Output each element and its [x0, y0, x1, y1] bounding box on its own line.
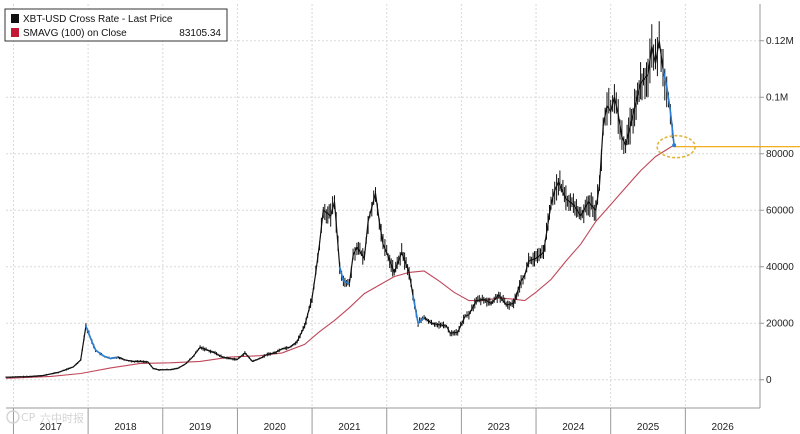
series-price-highlight	[338, 266, 350, 285]
legend-sma-label: SMAVG (100) on Close	[23, 28, 127, 39]
y-tick-label: 40000	[766, 262, 794, 273]
axis-layer: 0 20000 40000 60000 80000 0.1M 0.12M 2017 2018 20…	[6, 4, 794, 434]
x-tick-label: 2021	[338, 422, 361, 433]
series-price-highlight	[412, 294, 425, 325]
y-tick-label: 0	[766, 375, 772, 386]
legend-price-label: XBT-USD Cross Rate - Last Price	[23, 14, 173, 25]
legend-sma-value: 83105.34	[179, 28, 221, 39]
series-price-highlight	[662, 68, 675, 146]
watermark: CP 六中时报	[6, 410, 84, 425]
y-tick-label: 20000	[766, 319, 794, 330]
x-tick-label: 2024	[562, 422, 585, 433]
series-price-line	[5, 40, 675, 378]
legend-sma-swatch-icon	[11, 28, 19, 37]
series-price-highlight	[85, 325, 119, 360]
watermark-text: 六中时报	[40, 411, 84, 425]
series-sma-line	[5, 144, 675, 379]
x-tick-label: 2023	[488, 422, 511, 433]
annotation-layer	[656, 134, 800, 159]
x-tick-label: 2018	[114, 422, 137, 433]
grid-layer	[6, 4, 760, 408]
y-tick-label: 0.1M	[766, 93, 788, 104]
x-tick-label: 2022	[413, 422, 436, 433]
series-price-ticks	[5, 21, 673, 379]
x-tick-label: 2026	[712, 422, 735, 433]
legend-box: XBT-USD Cross Rate - Last Price SMAVG (1…	[4, 8, 228, 42]
highlight-circle	[656, 134, 696, 159]
x-tick-label: 2017	[40, 422, 63, 433]
y-tick-label: 0.12M	[766, 36, 794, 47]
y-tick-label: 60000	[766, 206, 794, 217]
series-layer	[5, 21, 675, 379]
last-price-marker	[672, 143, 677, 148]
legend-price-swatch-icon	[11, 14, 19, 23]
watermark-logo-icon	[6, 410, 20, 424]
y-tick-label: 80000	[766, 149, 794, 160]
x-tick-label: 2020	[264, 422, 287, 433]
x-tick-label: 2019	[189, 422, 212, 433]
watermark-mark: CP	[21, 411, 36, 424]
x-tick-label: 2025	[637, 422, 660, 433]
